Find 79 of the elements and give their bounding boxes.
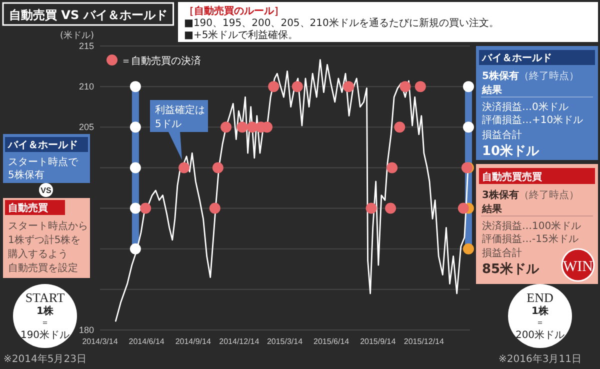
point — [130, 81, 141, 92]
x-tick-label: 2014/9/14 — [175, 337, 212, 346]
text: 決済損益…100米ドル — [482, 220, 582, 232]
text: VS — [40, 186, 52, 195]
text: スタート時点から — [8, 220, 88, 232]
point — [140, 202, 152, 214]
point — [130, 162, 141, 174]
x-tick-label: 2014/3/14 — [82, 337, 118, 346]
text: ■190、195、200、205、210米ドルを通るたびに新規の買い注文。 — [184, 17, 499, 29]
point — [130, 202, 141, 214]
y-tick-label: 180 — [78, 325, 94, 335]
point — [462, 81, 474, 92]
text: バイ＆ホールド — [7, 140, 78, 151]
annotation: 5ドル — [155, 119, 182, 130]
text: 1株 — [532, 305, 550, 317]
text: 損益合計 — [482, 129, 522, 141]
text: （終了時点） — [518, 189, 579, 201]
legend-label: ＝自動売買の決済 — [121, 55, 201, 67]
text: 10米ドル — [482, 144, 540, 159]
point — [343, 81, 354, 92]
y-tick-label: 210 — [78, 82, 94, 92]
point — [130, 122, 141, 133]
text: START — [25, 290, 65, 305]
text: 結果 — [481, 203, 503, 215]
point — [462, 122, 474, 133]
text: 1株 — [36, 305, 54, 317]
x-tick-label: 2015/12/14 — [404, 337, 445, 346]
text: 1株ずつ計5株を — [8, 234, 81, 246]
point — [292, 81, 303, 92]
text: 200米ドル — [515, 329, 565, 341]
point — [414, 81, 426, 92]
text: 決済損益…0米ドル — [482, 101, 568, 113]
point — [268, 81, 280, 92]
text: 5株保有 — [8, 169, 44, 181]
text: WIN — [563, 259, 594, 275]
text: 購入するよう — [8, 248, 68, 260]
text: ■+5米ドルで利益確保。 — [184, 29, 298, 41]
text: 85米ドル — [482, 262, 540, 277]
point — [178, 162, 190, 174]
x-tick-label: 2014/6/14 — [128, 337, 165, 346]
point — [386, 162, 398, 174]
text: 190米ドル — [20, 329, 70, 341]
text: ＝ — [536, 318, 544, 327]
point — [400, 81, 411, 92]
text: 3株保有 — [482, 189, 519, 201]
text: ［自動売買のルール］ — [184, 5, 284, 17]
point — [220, 122, 232, 133]
text: 自動売買を設定 — [8, 262, 78, 274]
text: 損益合計 — [482, 247, 522, 259]
text: ※2016年3月11日 — [498, 353, 582, 365]
x-tick-label: 2015/6/14 — [314, 337, 350, 346]
annotation: 利益確定は — [155, 104, 205, 116]
x-tick-label: 2015/3/14 — [266, 337, 304, 346]
point — [385, 202, 396, 214]
text: 自動売買売買 — [482, 171, 542, 183]
x-tick-label: 2015/9/14 — [360, 337, 396, 346]
text: 評価損益…-15米ドル — [482, 233, 578, 245]
text: END — [526, 290, 554, 305]
text: 評価損益…+10米ドル — [482, 114, 584, 126]
point — [236, 122, 248, 133]
chart-title: 自動売買 VS バイ＆ホールド — [9, 8, 168, 22]
point — [458, 202, 469, 214]
text: ※2014年5月23日 — [4, 353, 86, 365]
text: （終了時点） — [518, 70, 579, 82]
x-tick-label: 2014/12/14 — [219, 337, 260, 346]
text: 5株保有 — [482, 70, 519, 82]
point — [212, 162, 224, 174]
point — [394, 122, 406, 133]
text: ＝ — [41, 318, 49, 327]
y-tick-label: 215 — [78, 41, 94, 51]
y-axis-title: (米ドル) — [60, 30, 94, 41]
text: バイ＆ホールド — [481, 53, 552, 64]
point — [366, 202, 377, 214]
point — [462, 243, 474, 254]
text: スタート時点で — [8, 156, 79, 168]
point — [209, 202, 220, 214]
text: 自動売買 — [8, 202, 48, 214]
y-tick-label: 205 — [78, 122, 94, 132]
text: 結果 — [481, 84, 503, 96]
